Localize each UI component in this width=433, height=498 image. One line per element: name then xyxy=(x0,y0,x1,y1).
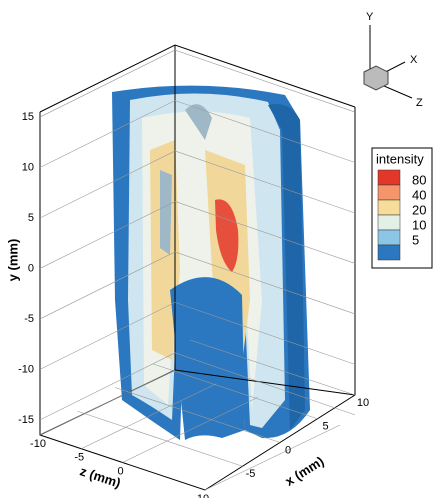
y-tick-label: 10 xyxy=(22,161,34,173)
legend-swatch xyxy=(377,169,401,186)
ticks: -15 -10 -5 0 5 10 15 -10 -5 0 10 -5 0 5 10 xyxy=(18,111,369,498)
grid-line xyxy=(152,363,318,420)
grid-line xyxy=(81,383,217,450)
legend-swatch xyxy=(377,184,401,201)
triad-x: X xyxy=(410,54,418,66)
triad: Y X Z xyxy=(363,11,423,109)
legend-label: 40 xyxy=(412,187,426,202)
grid-line xyxy=(39,201,356,269)
legend-swatch xyxy=(377,199,401,216)
triad-y: Y xyxy=(366,11,374,23)
x-axis-label: x (mm) xyxy=(282,453,326,488)
y-tick-label: 15 xyxy=(22,111,34,123)
legend-title: intensity xyxy=(376,151,424,166)
grid-line xyxy=(39,251,356,320)
z-axis-label: z (mm) xyxy=(78,463,122,490)
legend-label: 5 xyxy=(412,232,419,247)
grid xyxy=(39,49,356,491)
triad-z: Z xyxy=(416,97,423,109)
legend-label: 20 xyxy=(412,202,426,217)
grid-line xyxy=(122,397,258,463)
y-tick-label: 0 xyxy=(28,262,34,274)
y-axis-label: y (mm) xyxy=(5,239,20,282)
grid-line xyxy=(189,339,356,396)
surface xyxy=(112,85,310,440)
z-tick-label: 0 xyxy=(117,465,123,477)
grid-line xyxy=(114,387,281,443)
grid-line xyxy=(204,424,341,491)
legend-label: 10 xyxy=(412,217,426,232)
x-tick-label: 10 xyxy=(357,397,369,409)
x-tick-label: -5 xyxy=(246,468,256,480)
legend-swatch xyxy=(377,214,401,231)
z-tick-label: -10 xyxy=(30,438,46,450)
y-tick-label: -5 xyxy=(24,313,34,325)
legend-swatch xyxy=(377,229,401,246)
grid-line xyxy=(77,410,243,467)
grid-line xyxy=(39,150,356,219)
y-tick-label: -10 xyxy=(18,363,34,375)
legend-label: 80 xyxy=(412,172,426,187)
z-tick-label: 10 xyxy=(197,493,209,498)
legend-swatch xyxy=(377,244,401,261)
grid-line xyxy=(39,369,176,436)
z-tick-label: -5 xyxy=(74,452,84,464)
grid-line xyxy=(39,100,356,168)
grid-line xyxy=(39,352,356,421)
x-tick-label: 5 xyxy=(322,421,328,433)
y-tick-label: -15 xyxy=(18,414,34,426)
y-tick-label: 5 xyxy=(28,212,34,224)
grid-line xyxy=(39,302,356,370)
x-tick-label: 0 xyxy=(285,444,291,456)
grid-line xyxy=(39,49,356,118)
